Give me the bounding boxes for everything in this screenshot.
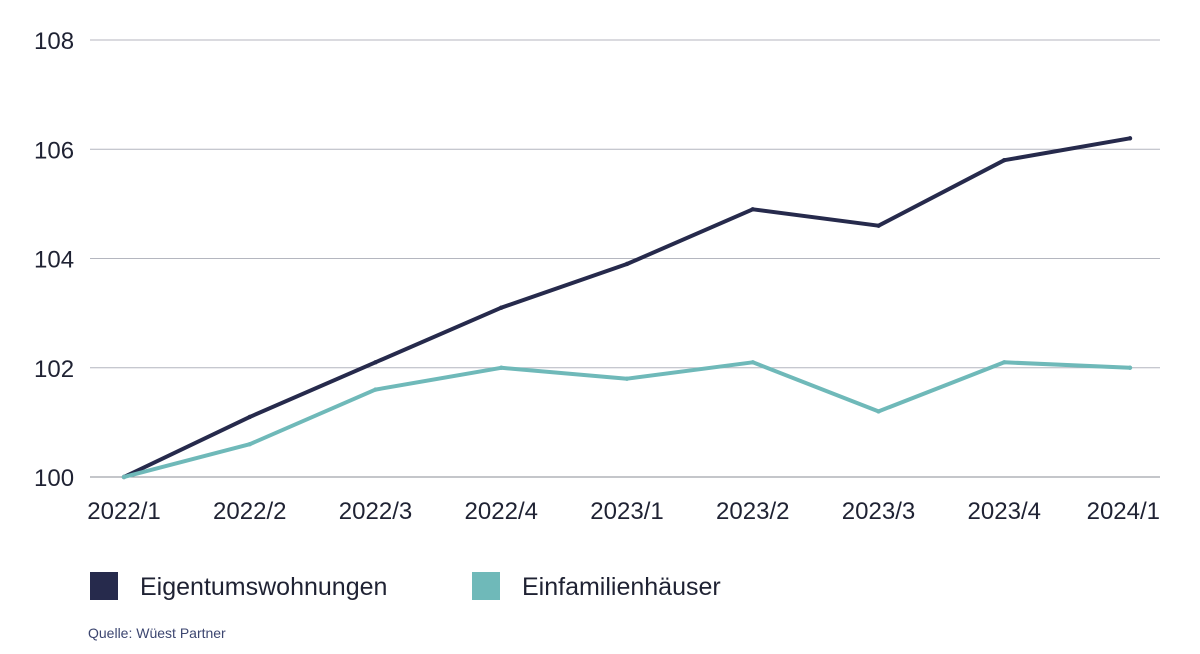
gridlines [90, 39, 1160, 478]
data-point-1-2 [373, 387, 378, 392]
data-point-0-4 [624, 261, 630, 267]
series-lines [121, 136, 1133, 480]
data-point-1-4 [624, 376, 630, 381]
data-point-1-0 [121, 474, 127, 480]
x-axis-tick-labels: 2022/1 2022/2 2022/3 2022/4 2023/1 2023/2 2023… [87, 498, 1160, 525]
x-tick-label-2022-1: 2022/1 [87, 498, 160, 525]
data-point-1-6 [876, 409, 881, 414]
data-point-1-7 [1002, 360, 1007, 365]
series-0 [121, 136, 1133, 480]
legend-swatch-1 [472, 572, 500, 600]
data-point-0-2 [373, 360, 378, 365]
x-tick-label-2023-3: 2023/3 [842, 498, 915, 525]
x-tick-label-2024-1: 2024/1 [1087, 498, 1160, 525]
legend-label-0: Eigentumswohnungen [140, 573, 387, 601]
y-tick-label-102: 102 [34, 356, 74, 383]
series-line-0 [122, 136, 1132, 479]
series-1 [121, 360, 1133, 480]
legend-swatch-0 [90, 572, 118, 600]
y-axis-tick-labels: 100 102 104 106 108 [34, 28, 74, 492]
legend-label-1: Einfamilienhäuser [522, 573, 721, 601]
y-tick-label-100: 100 [34, 465, 74, 492]
data-point-1-3 [499, 365, 504, 370]
x-tick-label-2022-2: 2022/2 [213, 498, 286, 525]
x-tick-label-2022-3: 2022/3 [339, 498, 412, 525]
x-tick-label-2022-4: 2022/4 [465, 498, 538, 525]
data-point-0-6 [876, 223, 881, 228]
data-point-0-8 [1127, 136, 1133, 141]
y-tick-label-106: 106 [34, 137, 74, 164]
y-tick-label-104: 104 [34, 247, 74, 274]
x-tick-label-2023-1: 2023/1 [590, 498, 663, 525]
source-note: Quelle: Wüest Partner [88, 625, 226, 641]
data-point-1-1 [247, 442, 252, 447]
legend: Eigentumswohnungen Einfamilienhäuser [90, 572, 721, 601]
x-tick-label-2023-4: 2023/4 [968, 498, 1041, 525]
data-point-0-7 [1002, 157, 1007, 163]
y-tick-label-108: 108 [34, 28, 74, 55]
data-point-1-8 [1127, 365, 1133, 370]
x-tick-label-2023-2: 2023/2 [716, 498, 789, 525]
data-point-0-3 [499, 305, 504, 310]
data-point-0-5 [750, 207, 755, 212]
data-point-0-1 [247, 414, 252, 420]
data-point-1-5 [750, 360, 755, 365]
